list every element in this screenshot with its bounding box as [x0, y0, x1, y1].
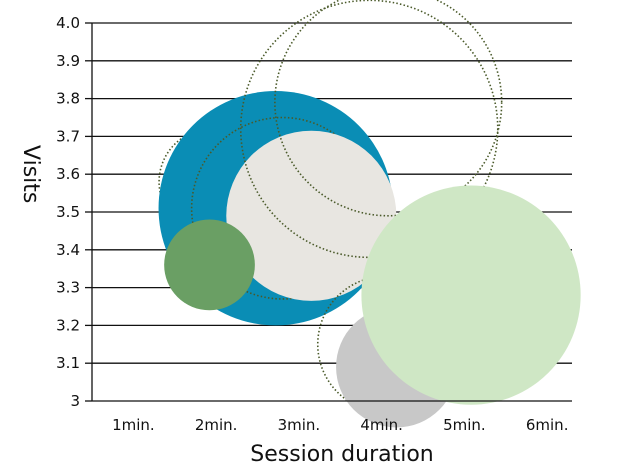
x-tick-label: 3min. — [278, 416, 321, 434]
bubble-7 — [274, 0, 503, 217]
y-tick-label: 3.1 — [56, 354, 80, 372]
y-tick-label: 3.7 — [56, 127, 80, 145]
bubbles — [158, 0, 581, 428]
y-tick-label: 3.2 — [56, 316, 80, 334]
bubble-10 — [361, 185, 581, 405]
y-tick-label: 3.4 — [56, 241, 80, 259]
y-tick-label: 3.6 — [56, 165, 80, 183]
x-tick-label: 6min. — [526, 416, 569, 434]
y-tick-label: 3.5 — [56, 203, 80, 221]
x-tick-label: 1min. — [112, 416, 155, 434]
x-tick-label: 5min. — [443, 416, 486, 434]
y-tick-label: 3.9 — [56, 52, 80, 70]
bubble-5 — [164, 219, 255, 311]
y-tick-label: 3.3 — [56, 279, 80, 297]
y-axis-title: Visits — [18, 145, 43, 203]
x-tick-label: 4min. — [360, 416, 403, 434]
y-tick-label: 4.0 — [56, 14, 80, 32]
bubble-4 — [226, 130, 397, 301]
y-tick-label: 3 — [70, 392, 80, 410]
x-tick-label: 2min. — [195, 416, 238, 434]
y-tick-label: 3.8 — [56, 90, 80, 108]
y-axis: 3 3.1 3.2 3.3 3.4 3.5 3.6 3.7 3.8 3.9 4.0 — [56, 14, 93, 410]
x-axis: 1min. 2min. 3min. 4min. 5min. 6min. — [92, 400, 572, 434]
x-axis-title: Session duration — [250, 442, 434, 467]
